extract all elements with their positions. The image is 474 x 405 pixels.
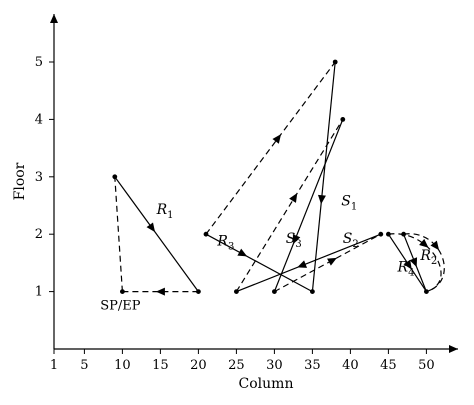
y-tick-label: 1: [35, 285, 43, 300]
route-arrow: [272, 134, 282, 144]
x-tick-label: 50: [418, 358, 435, 373]
route-arrow: [327, 257, 337, 266]
route-arrow: [146, 222, 156, 233]
x-axis-label: Column: [239, 376, 294, 392]
y-tick-label: 3: [35, 170, 43, 185]
route-label: S3: [286, 231, 302, 250]
x-tick-label: 45: [380, 358, 397, 373]
data-point: [196, 289, 201, 294]
sp-ep-label: SP/EP: [100, 299, 141, 314]
route-segment: [274, 233, 382, 293]
x-tick-label: 20: [190, 358, 207, 373]
route-arrow: [419, 238, 429, 248]
data-point: [386, 231, 391, 237]
data-point: [378, 231, 384, 237]
route-segment: [114, 176, 123, 292]
route-label: R4: [397, 260, 415, 279]
data-point: [310, 289, 315, 294]
route-segment: [114, 176, 199, 292]
route-arrow: [317, 194, 326, 205]
data-point: [120, 289, 125, 294]
route-arrow: [403, 259, 412, 270]
data-point: [112, 174, 118, 180]
route-label: S2: [343, 231, 359, 250]
data-point: [272, 289, 277, 294]
routes: [114, 61, 445, 296]
data-point: [340, 117, 346, 122]
route-arrow: [289, 193, 298, 203]
data-point: [203, 231, 209, 237]
x-tick-label: 40: [342, 358, 359, 373]
data-point: [234, 289, 239, 294]
x-tick-label: 5: [80, 358, 88, 373]
route-segment: [205, 233, 313, 293]
x-tick-label: 35: [304, 358, 321, 373]
data-point: [332, 59, 338, 65]
y-tick-label: 4: [35, 112, 43, 127]
points: [112, 59, 429, 294]
route-segment: [273, 119, 344, 292]
y-tick-label: 5: [35, 55, 43, 70]
route-arrow: [292, 234, 301, 245]
route-arrow: [297, 260, 308, 268]
axes: [50, 14, 458, 353]
x-tick-label: 10: [114, 358, 131, 373]
route-segment: [235, 119, 344, 292]
x-tick-label: 15: [152, 358, 169, 373]
route-arrow: [237, 248, 248, 257]
route-segment: [311, 61, 336, 292]
y-tick-label: 2: [35, 227, 43, 242]
route-label: R3: [216, 234, 234, 253]
route-arrow: [155, 287, 165, 296]
route-segment: [403, 233, 445, 293]
route-arrow: [430, 240, 440, 251]
route-label: R1: [156, 202, 174, 221]
route-label: R2: [419, 248, 437, 267]
x-tick-label: 30: [266, 358, 283, 373]
data-point: [401, 231, 406, 237]
route-segment: [205, 61, 336, 235]
route-label: S1: [341, 194, 357, 213]
labels: Column Floor SP/EP R1 R2 R3 R4 S1 S2 S3: [12, 162, 437, 392]
route-segment: [236, 233, 382, 293]
route-arrow: [409, 257, 418, 268]
data-point: [424, 289, 429, 294]
y-axis-label: Floor: [12, 162, 28, 200]
x-tick-label: 1: [50, 358, 58, 373]
x-tick-label: 25: [228, 358, 245, 373]
